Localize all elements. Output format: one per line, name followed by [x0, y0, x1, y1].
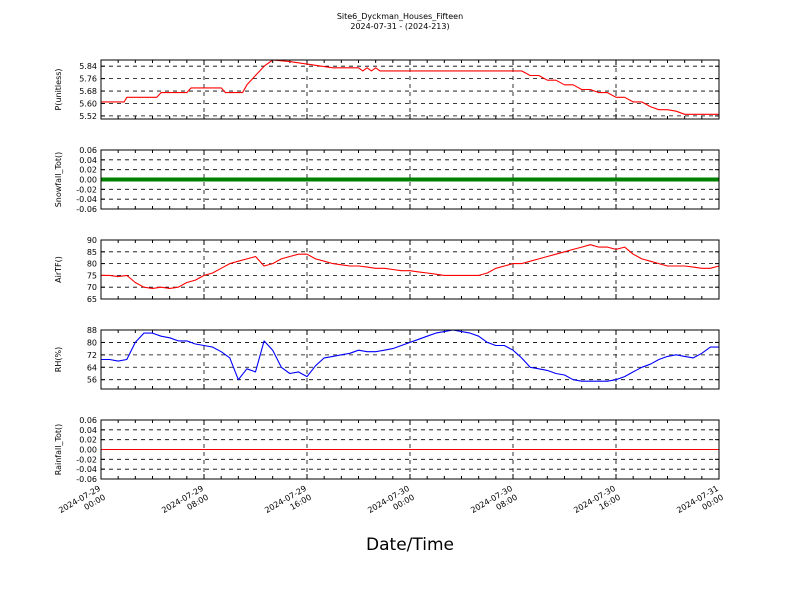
x-tick-label: 2024-07-3100:00 [675, 484, 725, 524]
series-line [101, 244, 720, 289]
axes-frame [100, 149, 720, 210]
y-tick-label: -0.06 [76, 475, 97, 484]
y-tick-label: 80 [87, 260, 97, 269]
y-tick-label: 5.84 [79, 62, 97, 71]
x-tick-label: 2024-07-2908:00 [160, 484, 210, 524]
x-axis-tick-labels: 2024-07-2900:00 2024-07-2908:00 2024-07-29… [57, 484, 725, 524]
y-tick-label: 65 [87, 295, 97, 304]
y-tick-label: 0.06 [79, 146, 97, 155]
y-tick-label: 88 [87, 326, 97, 335]
subplot-5: -0.06-0.04-0.020.000.020.040.06 Rainfall_… [54, 416, 720, 484]
axes-frame [100, 239, 720, 300]
y-axis-label: Rainfall_Tot() [54, 424, 63, 476]
subplot-3: 65 70 75 80 85 90 AirTF() [54, 236, 720, 304]
y-tick-label: -0.04 [76, 195, 97, 204]
y-tick-label: 0.00 [79, 446, 97, 455]
y-axis-label: RH(%) [54, 347, 63, 372]
x-tick-label: 2024-07-2900:00 [57, 484, 107, 524]
series-line [101, 59, 719, 115]
y-tick-label: 64 [87, 363, 97, 372]
y-tick-label: 85 [87, 248, 97, 257]
axes-frame [100, 59, 720, 120]
figure-title: Site6_Dyckman_Houses_Fifteen [337, 12, 463, 21]
x-axis-label: Date/Time [366, 535, 454, 555]
y-tick-label: 0.06 [79, 416, 97, 425]
y-tick-label: 5.60 [79, 99, 97, 108]
x-tick-label: 2024-07-3000:00 [366, 484, 416, 524]
y-axis-label: P(unitless) [54, 68, 63, 110]
y-tick-label: 70 [87, 283, 97, 292]
axes-frame [100, 329, 720, 390]
x-tick-label: 2024-07-3016:00 [572, 484, 622, 524]
subplot-stack: 5.525.605.685.765.84P(unitless)-0.06-0.0… [54, 59, 720, 484]
y-tick-label: 0.02 [79, 166, 97, 175]
x-tick-label: 2024-07-2916:00 [263, 484, 313, 524]
y-axis-label: AirTF() [54, 256, 63, 283]
y-tick-label: 72 [87, 351, 97, 360]
y-tick-label: 5.76 [79, 75, 97, 84]
y-tick-label: -0.02 [76, 455, 97, 464]
y-axis-label: Snowfall_Tot() [54, 152, 63, 208]
y-tick-label: 56 [87, 376, 97, 385]
y-tick-label: -0.04 [76, 465, 97, 474]
y-tick-label: 5.52 [79, 112, 97, 121]
series-line [101, 329, 719, 382]
y-tick-label: 90 [87, 236, 97, 245]
y-tick-label: 0.02 [79, 436, 97, 445]
subplot-4: 56 64 72 80 88 RH(%) [54, 326, 720, 390]
y-tick-label: 5.68 [79, 87, 97, 96]
subplot-1: 5.52 5.60 5.68 5.76 5.84 P(unitless) [54, 59, 720, 121]
axes-frame [100, 419, 720, 480]
y-tick-label: -0.02 [76, 185, 97, 194]
figure-subtitle: 2024-07-31 - (2024-213) [350, 22, 449, 31]
y-tick-label: 0.04 [79, 426, 97, 435]
x-tick-label: 2024-07-3008:00 [469, 484, 519, 524]
y-tick-label: 0.00 [79, 176, 97, 185]
y-tick-label: 75 [87, 271, 97, 280]
y-tick-label: 80 [87, 338, 97, 347]
y-tick-label: 0.04 [79, 156, 97, 165]
subplot-2: -0.06-0.04-0.020.000.020.040.06 Snowfall_… [54, 146, 720, 214]
y-tick-label: -0.06 [76, 205, 97, 214]
